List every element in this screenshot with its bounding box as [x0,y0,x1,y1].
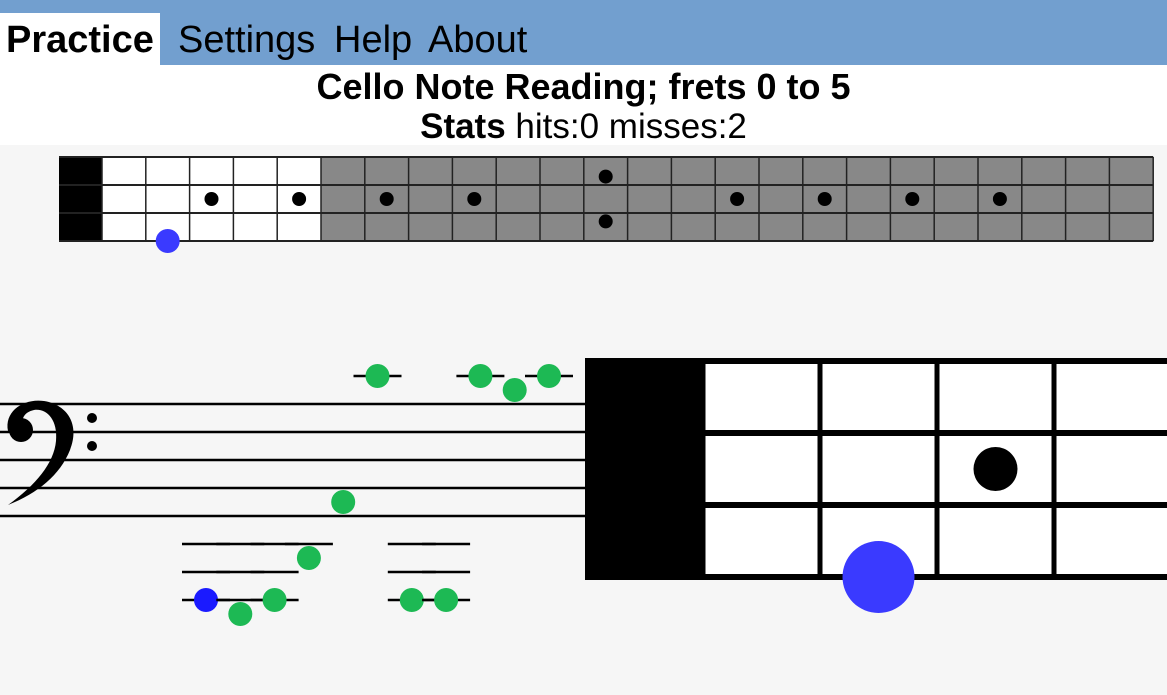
nut [59,157,102,241]
fretboard-zoom[interactable] [585,358,1167,613]
stats-value: hits:0 misses:2 [515,107,747,146]
tab-about[interactable]: About [428,19,528,61]
target-position-marker[interactable] [155,229,180,253]
inlay-dot [730,192,745,206]
zoom-target-marker[interactable] [842,541,915,613]
note-sequence[interactable] [182,364,573,626]
fret-cell[interactable] [102,157,146,241]
note-head[interactable] [399,588,424,612]
note-head[interactable] [331,490,356,514]
current-note[interactable] [194,588,218,612]
music-staff [0,400,586,518]
fret-cell[interactable] [408,157,453,241]
inlay-dot [598,214,613,229]
page-title: Cello Note Reading; frets 0 to 5 [316,66,851,107]
header: Cello Note Reading; frets 0 to 5 Stats h… [0,65,1167,145]
note-head[interactable] [468,364,493,388]
practice-board[interactable] [0,145,1167,695]
fret-cell[interactable] [233,157,278,241]
stats-label: Stats [420,107,506,146]
fret-cell[interactable] [759,157,803,241]
fretboard-overview[interactable] [59,156,1154,253]
note-head[interactable] [262,588,287,612]
zoom-nut [585,361,703,577]
inlay-dot [379,192,394,206]
fret-cell[interactable] [627,157,672,241]
inlay-dot [992,192,1007,206]
fret-cell[interactable] [321,157,365,241]
note-head[interactable] [502,378,527,402]
fret-cell[interactable] [846,157,891,241]
zoom-fret-cell[interactable] [1054,361,1167,577]
inlay-dot [204,192,219,206]
fret-cell[interactable] [540,157,584,241]
zoom-inlay-dot [973,447,1018,491]
note-head[interactable] [434,588,459,612]
fret-cell[interactable] [671,157,716,241]
fret-cell[interactable] [1021,157,1066,241]
fret-cell[interactable] [145,157,190,241]
tab-practice[interactable]: Practice [0,13,160,65]
note-head[interactable] [228,602,253,626]
note-head[interactable] [365,364,390,388]
stats-line: Stats hits:0 misses:2 [0,109,1167,145]
fret-cell[interactable] [934,157,978,241]
inlay-dot [905,192,920,206]
note-head[interactable] [537,364,561,388]
inlay-dot [598,169,613,184]
menu-bar: Practice Settings Help About [0,0,1167,65]
fret-cell[interactable] [1109,157,1154,241]
inlay-dot [817,192,832,206]
fret-cell[interactable] [1065,157,1110,241]
bass-clef-icon [7,400,97,505]
inlay-dot [292,192,307,206]
zoom-fret-cell[interactable] [703,361,820,577]
tab-settings[interactable]: Settings [178,19,316,61]
fret-cell[interactable] [496,157,540,241]
inlay-dot [467,192,482,206]
note-head[interactable] [296,546,321,570]
tab-help[interactable]: Help [334,19,413,61]
